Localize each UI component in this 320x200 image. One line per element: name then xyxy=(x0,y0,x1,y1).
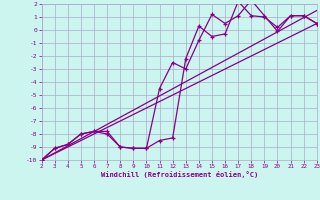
X-axis label: Windchill (Refroidissement éolien,°C): Windchill (Refroidissement éolien,°C) xyxy=(100,171,258,178)
